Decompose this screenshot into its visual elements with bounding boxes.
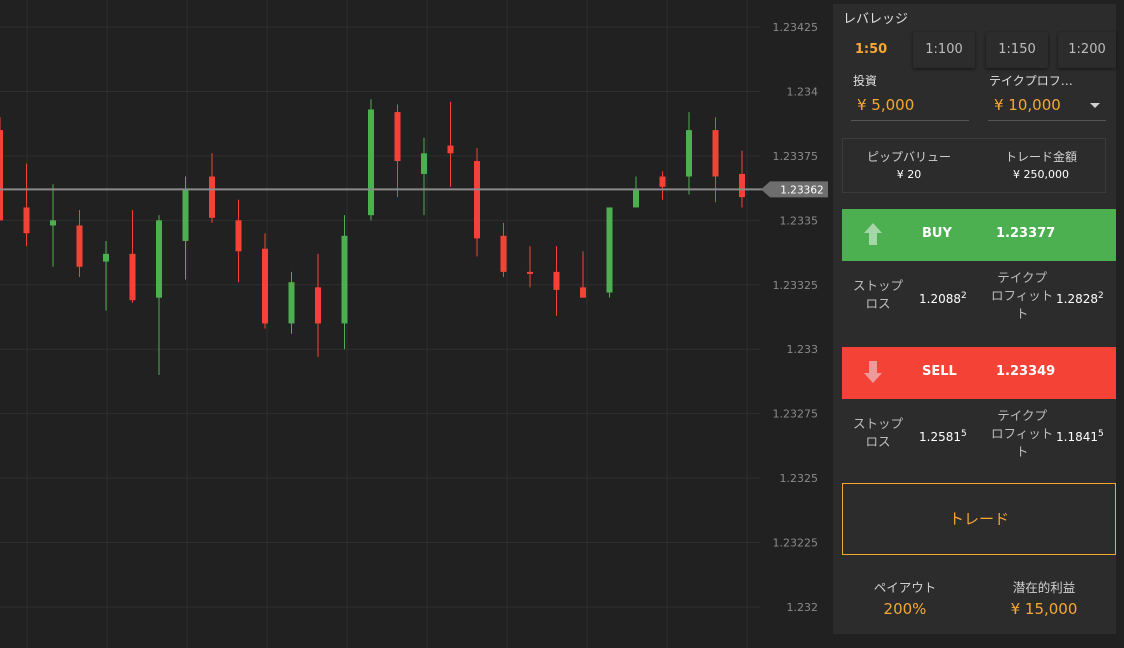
- leverage-option-1-50[interactable]: 1:50: [842, 32, 900, 68]
- price-axis-label: 1.2325: [780, 472, 819, 485]
- leverage-option-1-150[interactable]: 1:150: [986, 32, 1048, 68]
- sell-label: SELL: [922, 364, 957, 379]
- trade-panel: レバレッジ 1:50 1:100 1:150 1:200 投資 ¥ 5,000 …: [833, 4, 1116, 634]
- pip-value: ¥ 20: [896, 168, 922, 181]
- price-axis-label: 1.23425: [773, 21, 819, 34]
- candle-body: [739, 173, 745, 198]
- takeprofit-amount-value: ¥ 10,000: [994, 96, 1061, 114]
- buy-takeprofit-value: 1.28282: [1056, 291, 1104, 306]
- takeprofit-amount-select[interactable]: ¥ 10,000: [988, 92, 1106, 121]
- sell-takeprofit-value: 1.18415: [1056, 429, 1104, 444]
- price-chart[interactable]: 1.23425 1.234 1.23375 1.2335 1.23325 1.233 1.2…: [0, 0, 833, 648]
- current-price-label: 1.23362: [780, 184, 823, 196]
- buy-takeprofit-label: テイクプ ロフィットト: [991, 270, 1054, 321]
- buy-sltp-row: ストップ ロス 1.20882 テイクプ ロフィットト 1.28282: [833, 269, 1116, 325]
- candle-body: [368, 109, 374, 216]
- buy-stoploss-label: ストップ ロス: [853, 278, 904, 311]
- candle-body: [341, 235, 348, 324]
- buy-button[interactable]: BUY 1.23377: [842, 209, 1116, 261]
- candle-body: [500, 235, 507, 272]
- potential-profit-title: 潜在的利益: [1012, 580, 1076, 595]
- candle-body: [182, 189, 189, 241]
- candle-body: [235, 220, 242, 252]
- candle-body: [606, 207, 613, 293]
- sell-sltp-row: ストップ ロス 1.25815 テイクプ ロフィットト 1.18415: [833, 407, 1116, 463]
- takeprofit-amount-label: テイクプロフ…: [989, 74, 1073, 88]
- leverage-title: レバレッジ: [843, 12, 909, 27]
- candle-body: [447, 145, 454, 154]
- pip-value-block: ピップバリュー ¥ 20: [843, 148, 975, 181]
- candle-body: [580, 287, 586, 298]
- candle-body: [712, 130, 719, 177]
- trade-amount: ¥ 250,000: [1013, 168, 1069, 181]
- candle-body: [129, 253, 136, 301]
- chevron-down-icon: [1090, 103, 1100, 108]
- trade-button[interactable]: トレード: [842, 483, 1116, 555]
- candle-body: [659, 176, 666, 187]
- candle-body: [686, 130, 692, 177]
- arrow-up-icon: [864, 223, 882, 245]
- buy-stoploss-value: 1.20882: [919, 291, 967, 306]
- candle-body: [262, 248, 268, 324]
- candle-body: [156, 220, 162, 298]
- candle-body: [103, 253, 109, 262]
- trade-info-box: ピップバリュー ¥ 20 トレード金額 ¥ 250,000: [842, 138, 1106, 193]
- candle-body: [0, 130, 3, 221]
- price-axis-label: 1.23325: [773, 279, 819, 292]
- trade-amount-title: トレード金額: [1004, 150, 1077, 164]
- potential-profit-block: 潜在的利益 ¥ 15,000: [974, 577, 1114, 618]
- sell-stoploss-value: 1.25815: [919, 429, 967, 444]
- sell-takeprofit-label: テイクプ ロフィットト: [991, 408, 1054, 459]
- candle-body: [633, 189, 639, 208]
- candle-body: [527, 271, 533, 274]
- candle-body: [553, 271, 560, 290]
- buy-price: 1.23377: [996, 226, 1056, 241]
- sell-stoploss-label: ストップ ロス: [853, 416, 904, 449]
- arrow-down-icon: [864, 361, 882, 383]
- current-price-tag: [761, 181, 828, 198]
- leverage-option-1-100[interactable]: 1:100: [913, 32, 975, 68]
- potential-profit-value: ¥ 15,000: [1010, 600, 1078, 618]
- candle-body: [76, 225, 83, 267]
- sell-button[interactable]: SELL 1.23349: [842, 347, 1116, 399]
- leverage-option-1-200[interactable]: 1:200: [1058, 32, 1116, 68]
- pip-value-title: ピップバリュー: [866, 150, 951, 164]
- candlestick-chart-svg[interactable]: 1.23425 1.234 1.23375 1.2335 1.23325 1.233 1.2…: [0, 0, 833, 648]
- candle-body: [394, 112, 401, 162]
- investment-label: 投資: [853, 74, 878, 88]
- price-axis-label: 1.23225: [773, 537, 819, 550]
- candle-body: [421, 153, 427, 174]
- price-axis-label: 1.234: [787, 85, 819, 98]
- payout-block: ペイアウト 200%: [835, 577, 975, 618]
- payout-value: 200%: [883, 600, 927, 618]
- candle-body: [209, 176, 215, 218]
- sell-price: 1.23349: [996, 364, 1056, 379]
- candle-body: [288, 282, 295, 324]
- price-axis-label: 1.2335: [780, 214, 819, 227]
- buy-label: BUY: [922, 226, 952, 241]
- candle-body: [50, 220, 56, 226]
- candle-body: [474, 161, 480, 239]
- investment-field[interactable]: ¥ 5,000: [851, 92, 969, 121]
- price-axis-label: 1.23275: [773, 408, 819, 421]
- payout-title: ペイアウト: [873, 580, 937, 595]
- candle-body: [23, 207, 30, 234]
- price-axis-label: 1.232: [787, 601, 819, 614]
- trade-amount-block: トレード金額 ¥ 250,000: [975, 148, 1107, 181]
- candle-body: [315, 287, 321, 324]
- price-axis-label: 1.23375: [773, 150, 819, 163]
- price-axis-label: 1.233: [787, 343, 819, 356]
